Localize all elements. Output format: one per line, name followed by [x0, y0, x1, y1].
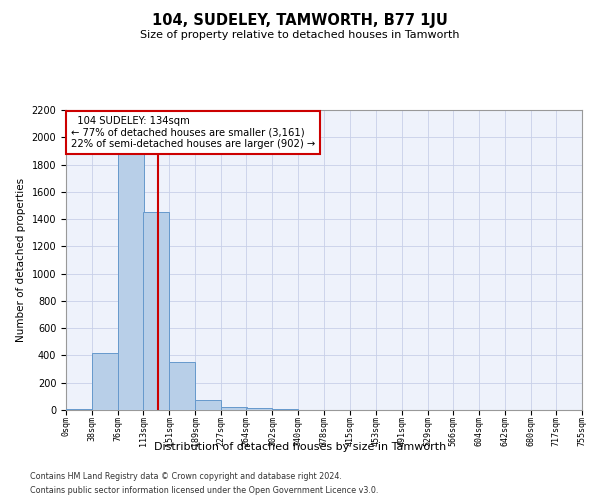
Bar	[221, 406, 247, 410]
Text: Size of property relative to detached houses in Tamworth: Size of property relative to detached ho…	[140, 30, 460, 40]
Bar	[195, 400, 221, 410]
Text: Contains public sector information licensed under the Open Government Licence v3: Contains public sector information licen…	[30, 486, 379, 495]
Bar	[247, 408, 272, 410]
Bar	[169, 362, 195, 410]
Bar	[92, 352, 118, 410]
Text: Contains HM Land Registry data © Crown copyright and database right 2024.: Contains HM Land Registry data © Crown c…	[30, 472, 342, 481]
Text: Distribution of detached houses by size in Tamworth: Distribution of detached houses by size …	[154, 442, 446, 452]
Bar	[118, 151, 143, 410]
Text: 104, SUDELEY, TAMWORTH, B77 1JU: 104, SUDELEY, TAMWORTH, B77 1JU	[152, 12, 448, 28]
Bar	[143, 212, 169, 410]
Text: 104 SUDELEY: 134sqm  
← 77% of detached houses are smaller (3,161)
22% of semi-d: 104 SUDELEY: 134sqm ← 77% of detached ho…	[71, 116, 316, 149]
Y-axis label: Number of detached properties: Number of detached properties	[16, 178, 26, 342]
Bar	[66, 408, 92, 410]
